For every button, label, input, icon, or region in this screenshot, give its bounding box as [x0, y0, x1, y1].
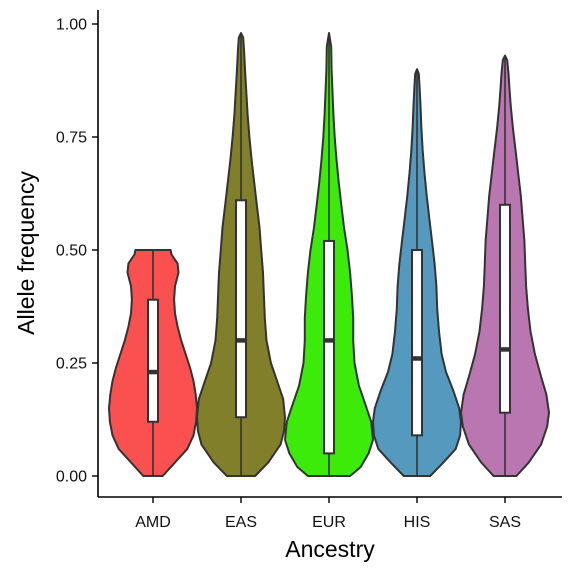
iqr-box	[147, 298, 159, 423]
iqr-box	[499, 203, 511, 414]
x-tick-label: SAS	[489, 514, 521, 531]
iqr-box	[235, 199, 247, 419]
y-ticks: 0.00 0.25 0.50 0.75 1.00	[56, 17, 98, 486]
y-tick-label: 0.75	[56, 130, 87, 147]
y-tick-label: 1.00	[56, 17, 87, 34]
x-tick-label: EAS	[225, 514, 257, 531]
violin-layer	[108, 32, 550, 477]
axes: 0.00 0.25 0.50 0.75 1.00 AMD EAS EUR HIS SAS	[56, 10, 562, 531]
x-axis-title: Ancestry	[285, 536, 375, 562]
y-tick-label: 0.25	[56, 356, 87, 373]
y-tick-label: 0.00	[56, 469, 87, 486]
x-tick-label: EUR	[312, 514, 346, 531]
x-ticks: AMD EAS EUR HIS SAS	[135, 497, 521, 531]
violin-eur	[284, 32, 374, 477]
violin-his	[372, 68, 462, 477]
violin-sas	[460, 54, 550, 477]
iqr-box	[323, 239, 335, 455]
violin-amd	[108, 249, 198, 477]
y-tick-label: 0.50	[56, 243, 87, 260]
x-tick-label: AMD	[135, 514, 171, 531]
x-tick-label: HIS	[404, 514, 431, 531]
violin-eas	[196, 32, 286, 477]
iqr-box	[411, 249, 423, 437]
y-axis-title: Allele frequency	[13, 171, 39, 335]
